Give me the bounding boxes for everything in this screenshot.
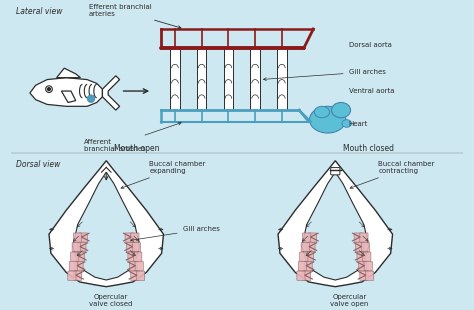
FancyBboxPatch shape	[307, 242, 315, 252]
Text: Opercular
valve open: Opercular valve open	[330, 294, 369, 307]
Text: Dorsal aorta: Dorsal aorta	[349, 42, 392, 48]
Text: Afferent
branchial arteries: Afferent branchial arteries	[84, 122, 181, 152]
FancyBboxPatch shape	[131, 233, 139, 242]
Text: Buccal chamber
expanding: Buccal chamber expanding	[121, 161, 206, 188]
Text: Mouth open: Mouth open	[114, 144, 159, 153]
FancyBboxPatch shape	[357, 252, 365, 261]
Text: Buccal chamber
contracting: Buccal chamber contracting	[350, 161, 435, 188]
FancyBboxPatch shape	[78, 242, 86, 252]
Circle shape	[87, 95, 95, 103]
FancyBboxPatch shape	[361, 242, 369, 252]
Text: Ventral aorta: Ventral aorta	[349, 88, 394, 94]
Text: Dorsal view: Dorsal view	[16, 160, 60, 169]
FancyBboxPatch shape	[360, 233, 368, 242]
Polygon shape	[56, 68, 81, 78]
FancyBboxPatch shape	[125, 233, 133, 242]
FancyBboxPatch shape	[354, 233, 362, 242]
FancyBboxPatch shape	[73, 233, 82, 242]
FancyBboxPatch shape	[79, 233, 87, 242]
FancyBboxPatch shape	[300, 252, 308, 261]
Bar	[224, 48, 233, 110]
FancyBboxPatch shape	[356, 242, 364, 252]
FancyBboxPatch shape	[364, 262, 373, 271]
Ellipse shape	[310, 106, 346, 133]
Text: Lateral view: Lateral view	[16, 7, 62, 16]
FancyBboxPatch shape	[365, 271, 374, 280]
FancyBboxPatch shape	[129, 262, 137, 271]
Ellipse shape	[314, 106, 329, 118]
FancyBboxPatch shape	[363, 252, 371, 261]
FancyBboxPatch shape	[297, 271, 305, 280]
FancyBboxPatch shape	[68, 271, 76, 280]
Polygon shape	[49, 161, 164, 287]
FancyBboxPatch shape	[73, 271, 82, 280]
Text: Efferent branchial
arteries: Efferent branchial arteries	[89, 4, 181, 29]
FancyBboxPatch shape	[304, 262, 312, 271]
FancyBboxPatch shape	[331, 168, 340, 175]
Bar	[170, 48, 180, 110]
Text: Mouth closed: Mouth closed	[343, 144, 394, 153]
FancyBboxPatch shape	[298, 262, 307, 271]
FancyBboxPatch shape	[134, 252, 142, 261]
Ellipse shape	[342, 120, 352, 127]
FancyBboxPatch shape	[302, 271, 311, 280]
Polygon shape	[62, 91, 76, 103]
Circle shape	[47, 88, 50, 91]
Bar	[197, 48, 207, 110]
Text: Opercular
valve closed: Opercular valve closed	[89, 294, 133, 307]
FancyBboxPatch shape	[75, 262, 83, 271]
FancyBboxPatch shape	[302, 233, 311, 242]
FancyBboxPatch shape	[137, 271, 145, 280]
FancyBboxPatch shape	[69, 262, 77, 271]
FancyBboxPatch shape	[360, 271, 368, 280]
Text: Gill arches: Gill arches	[264, 69, 385, 81]
Bar	[277, 48, 287, 110]
Bar	[250, 48, 260, 110]
FancyBboxPatch shape	[131, 271, 139, 280]
Text: Heart: Heart	[349, 122, 368, 127]
Polygon shape	[73, 172, 140, 280]
FancyBboxPatch shape	[76, 252, 84, 261]
FancyBboxPatch shape	[128, 252, 136, 261]
Polygon shape	[302, 172, 369, 280]
FancyBboxPatch shape	[301, 242, 310, 252]
Ellipse shape	[331, 103, 351, 118]
FancyBboxPatch shape	[305, 252, 314, 261]
FancyBboxPatch shape	[132, 242, 140, 252]
FancyBboxPatch shape	[308, 233, 317, 242]
Circle shape	[46, 86, 52, 92]
FancyBboxPatch shape	[71, 252, 79, 261]
FancyBboxPatch shape	[127, 242, 135, 252]
FancyBboxPatch shape	[135, 262, 143, 271]
FancyBboxPatch shape	[358, 262, 366, 271]
Text: Gill arches: Gill arches	[131, 226, 219, 241]
Polygon shape	[30, 78, 102, 106]
Polygon shape	[278, 161, 392, 287]
Polygon shape	[102, 76, 119, 110]
FancyBboxPatch shape	[72, 242, 80, 252]
